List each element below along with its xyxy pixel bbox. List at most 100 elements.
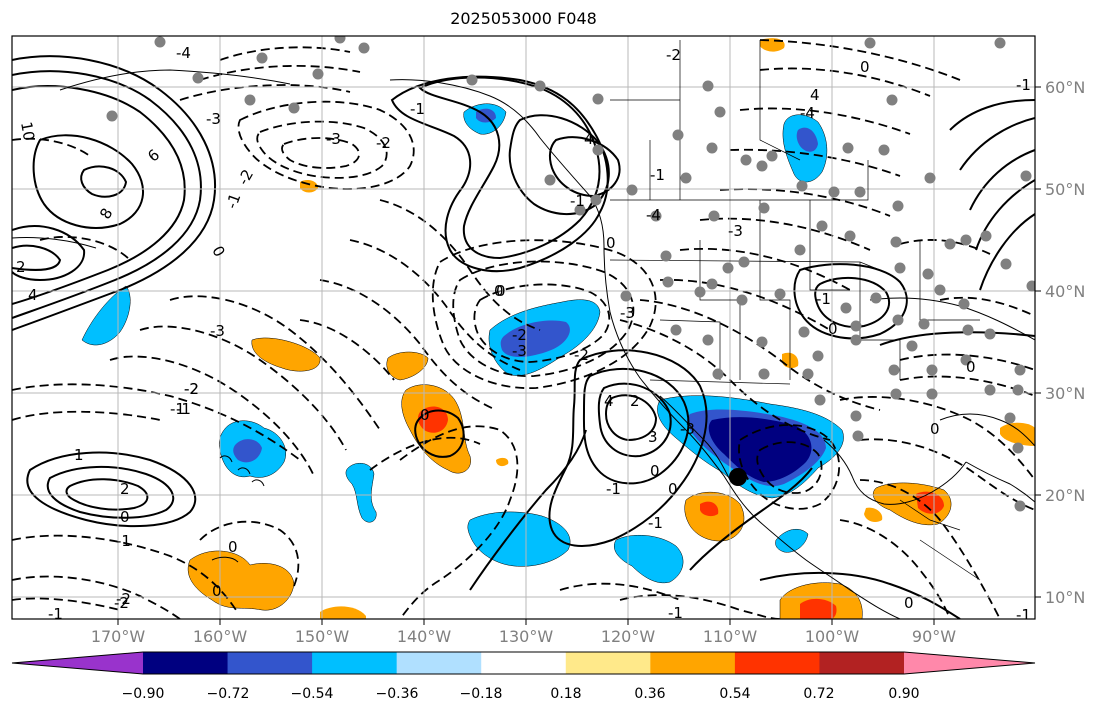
contour-label: -1 [816,290,831,308]
contour-label: -1 [116,532,131,550]
contour-label: -1 [668,604,683,622]
contour-label: -3 [210,322,225,340]
colorbar-label: −0.90 [122,686,165,702]
contour-label: -3 [326,130,341,148]
map-title: 2025053000 F048 [450,9,597,28]
contour-label: 0 [606,234,616,252]
contour-label: -1 [1016,76,1031,94]
blue-region [775,528,809,553]
colorbar-label: −0.18 [460,686,503,702]
colorbar-extension-high [904,652,1035,674]
lon-label: 170°W [91,627,146,646]
colorbar-segment [819,652,905,674]
contour-label: 0 [120,508,130,526]
red-region [800,598,837,619]
dark-blue-region [233,439,262,463]
contour-label: -4 [646,206,661,224]
colorbar-segment [650,652,736,674]
colorbar-label: 0.36 [634,686,665,702]
colorbar-label: 0.18 [550,686,581,702]
orange-region [251,337,321,372]
contour-label: 2 [630,392,640,410]
contour-label: -3 [512,342,527,360]
contour-label: 0 [668,480,678,498]
contour-label: -1 [606,480,621,498]
contour-label: 10 [17,120,38,142]
yellow-region [496,457,509,467]
dark-blue-region [500,320,570,357]
colorbar-segment [396,652,482,674]
contour-label: -2 [376,134,391,152]
contour-label: 0 [650,462,660,480]
contour-label: 0 [966,358,976,376]
colorbar-label: 0.90 [888,686,919,702]
contour-label: -2 [184,380,199,398]
colorbar-segment [734,652,820,674]
contour-label: -1 [648,514,663,532]
contour-label: 3 [648,428,658,446]
colorbar [11,651,1036,675]
contour-label: 0 [212,582,222,600]
colorbar-outline [11,651,1036,675]
orange-region [386,351,429,381]
contour-label: -1 [222,191,244,211]
lon-label: 110°W [703,627,758,646]
contour-label: -1 [1016,606,1031,624]
colorbar-labels: −0.90 −0.72 −0.54 −0.36 −0.18 0.18 0.36 … [122,686,920,702]
lat-label: 60°N [1045,78,1085,97]
orange-region [187,550,295,611]
axis-ticks [117,86,1041,625]
lon-label: 150°W [295,627,350,646]
contour-label: 1 [74,446,84,464]
lat-label: 50°N [1045,180,1085,199]
orange-region [684,491,745,542]
contour-label: 2 [120,480,130,498]
colorbar-label: 0.54 [719,686,750,702]
contour-label: -3 [680,420,695,438]
contour-label: -1 [570,192,585,210]
colorbar-segment [481,652,567,674]
contour-label: 4 [604,392,614,410]
contour-label: 4 [584,130,594,148]
longitude-labels: 170°W 160°W 150°W 140°W 130°W 120°W 110°… [91,627,956,646]
lon-label: 90°W [912,627,956,646]
colorbar-label: −0.36 [376,686,419,702]
contour-label: 0 [930,420,940,438]
contour-label: -1 [176,400,191,418]
highlight-point-marker [729,468,747,486]
map-frame [11,35,1036,620]
contour-label: -3 [620,304,635,322]
contour-label: -2 [574,346,589,364]
contour-label: 0 [228,538,238,556]
blue-region [345,462,377,523]
latitude-labels: 60°N 50°N 40°N 30°N 20°N 10°N [1045,78,1085,607]
contour-label: -1 [170,400,185,418]
contour-label: -2 [114,594,129,612]
contour-label: 0 [860,58,870,76]
blue-region [614,535,684,584]
orange-region [1000,422,1035,446]
colorbar-segment [143,652,229,674]
colorbar-segment [312,652,398,674]
lat-label: 20°N [1045,486,1085,505]
red-region [700,501,719,517]
contour-label: -4 [800,104,815,122]
colorbar-extension-low [12,652,143,674]
contour-labels: 10 8 6 4 2 0 -1 -2 -3 -4 -1 -2 -3 -3 -2 … [16,44,1031,624]
orange-region [864,507,883,522]
contour-label: 0 [420,406,430,424]
contour-label: 0 [494,282,504,300]
contour-label: -2 [666,46,681,64]
colorbar-segment [565,652,651,674]
contour-label: 4 [810,86,820,104]
contour-label: -3 [728,222,743,240]
contour-label: 0 [828,320,838,338]
blue-region [467,511,571,567]
colorbar-label: −0.54 [291,686,334,702]
lon-label: 100°W [805,627,860,646]
lat-label: 40°N [1045,282,1085,301]
lon-label: 140°W [397,627,452,646]
contour-label: -4 [176,44,191,62]
lon-label: 130°W [499,627,554,646]
